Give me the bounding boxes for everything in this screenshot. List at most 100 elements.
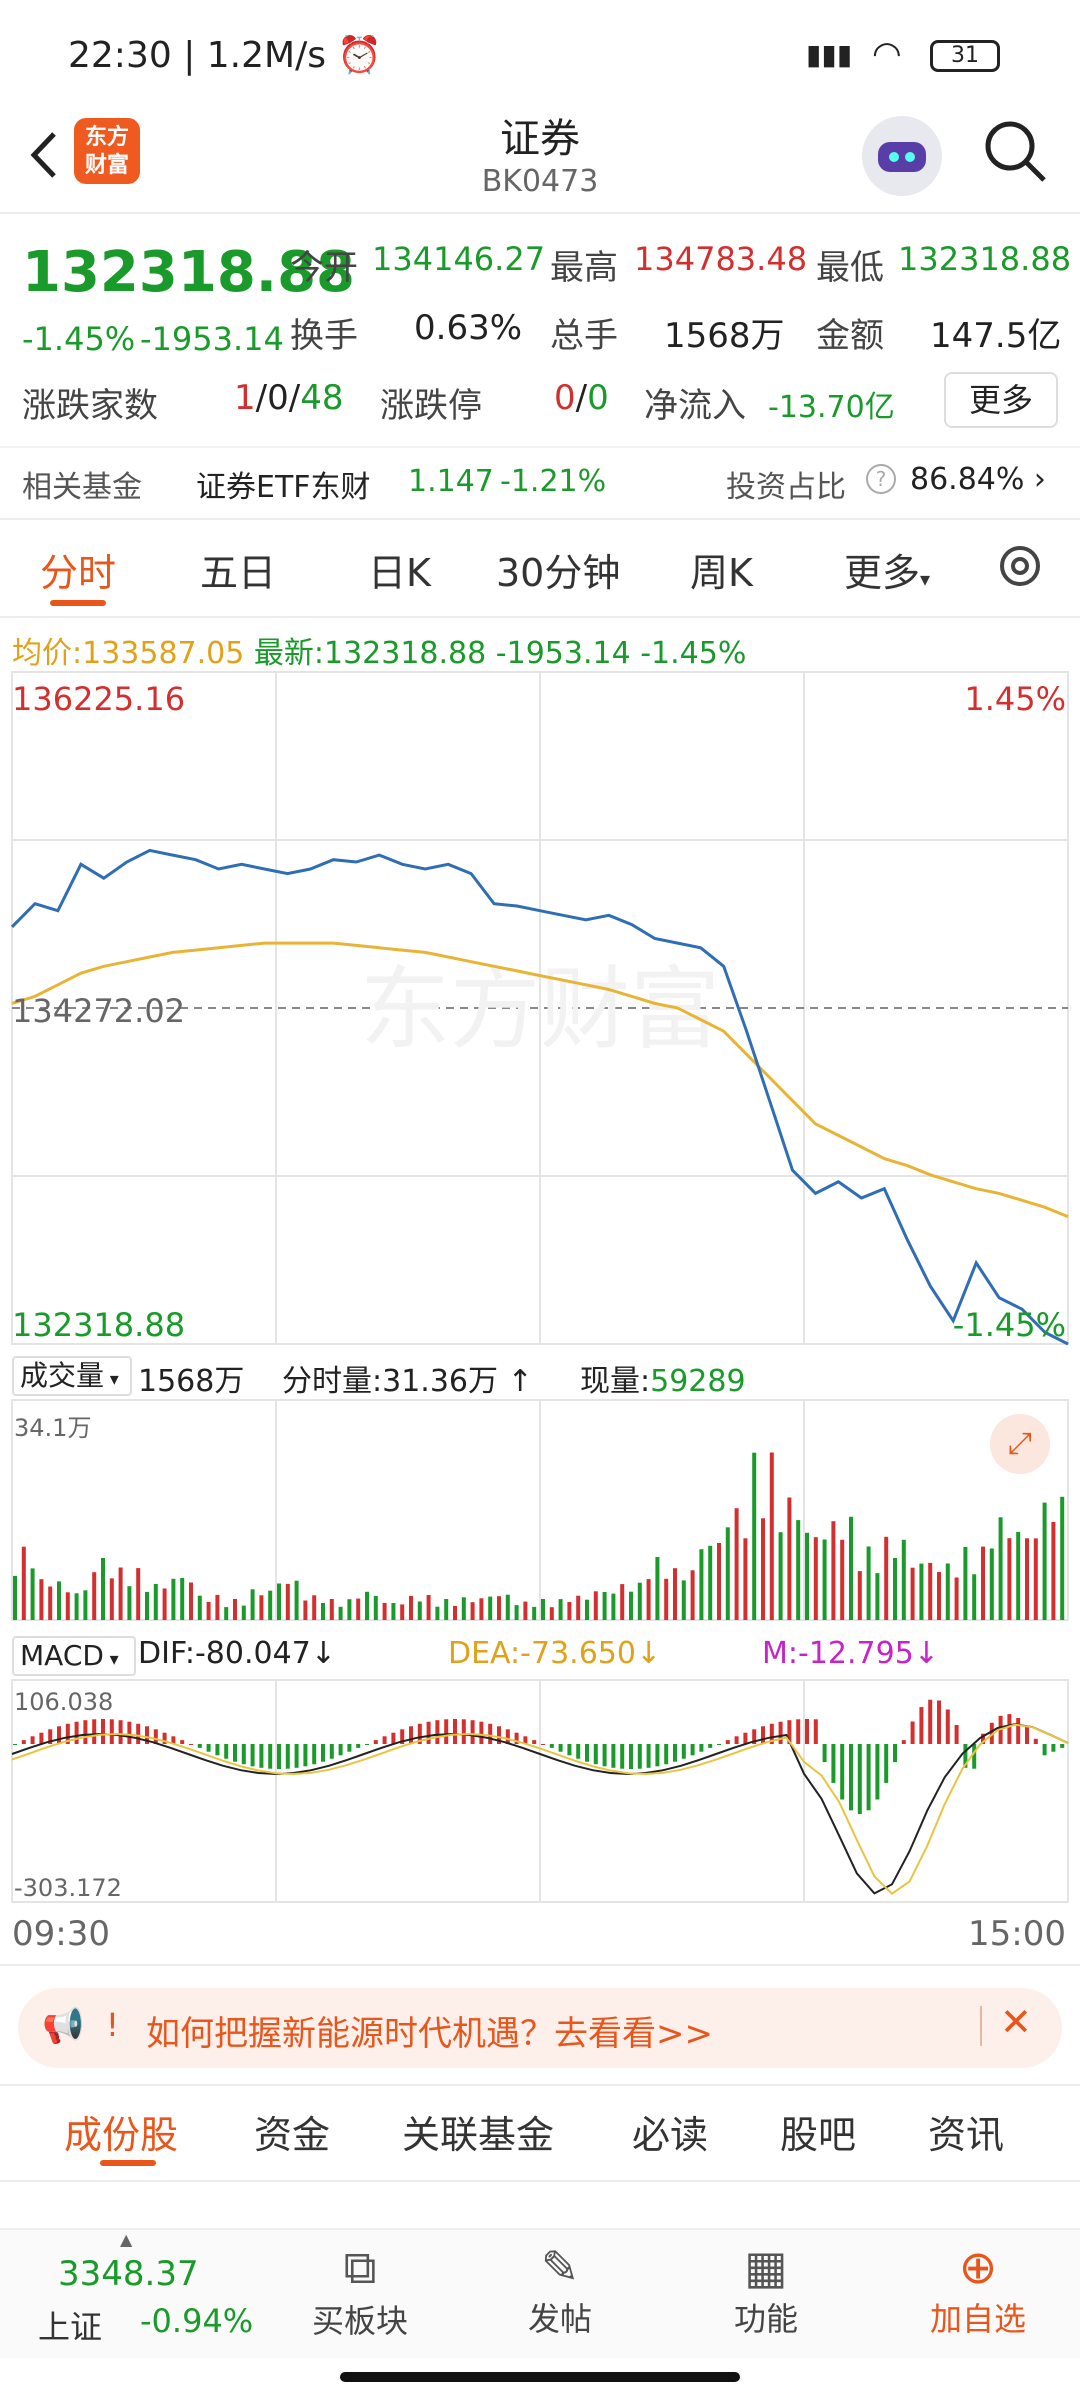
search-icon[interactable] [980, 116, 1050, 186]
macd-bar [189, 1744, 193, 1745]
nav-functions[interactable]: ▦ 功能 [706, 2240, 826, 2340]
macd-bar [752, 1729, 757, 1744]
chart-info-line: 均价:133587.05 最新:132318.88 -1953.14 -1.45… [12, 636, 747, 671]
macd-bar [875, 1744, 880, 1800]
tab-30min[interactable]: 30分钟 [496, 551, 621, 595]
macd-bar [541, 1744, 545, 1745]
volume-bar [549, 1607, 554, 1620]
tab-minute[interactable]: 分时 [40, 551, 117, 595]
volume-bar [39, 1579, 44, 1620]
macd-bar [567, 1744, 572, 1756]
add-circle-icon: ⊕ [958, 2240, 998, 2294]
dea-value: DEA:-73.650↓ [448, 1636, 662, 1671]
settings-icon[interactable] [994, 540, 1046, 592]
ad-banner[interactable]: 📢 ! 如何把握新能源时代机遇？去看看>> ✕ [18, 1988, 1062, 2068]
intraday-chart[interactable]: 东方财富 [0, 660, 1080, 1960]
macd-bar [576, 1744, 581, 1759]
volume-bar [294, 1580, 299, 1620]
ad-text[interactable]: 如何把握新能源时代机遇？去看看>> [146, 2014, 713, 2054]
tab-five-day[interactable]: 五日 [200, 551, 277, 595]
macd-bar [92, 1719, 97, 1744]
turnover-label: 换手 [290, 316, 358, 356]
volume-bar [699, 1549, 704, 1620]
volume-bar [312, 1595, 317, 1620]
macd-bar [136, 1723, 141, 1744]
dif-value: DIF:-80.047↓ [138, 1636, 336, 1671]
divider [0, 518, 1080, 520]
macd-bar [954, 1725, 959, 1744]
volume-bar [470, 1602, 475, 1620]
volume-bar [637, 1582, 642, 1620]
tab-constituents[interactable]: 成份股 [64, 2113, 179, 2157]
macd-bar [435, 1720, 440, 1744]
tab-more[interactable]: 更多▾ [844, 551, 931, 595]
price-line [10, 848, 1069, 1346]
ad-divider [980, 2006, 982, 2046]
fund-name[interactable]: 证券ETF东财 [196, 470, 371, 505]
volume-bar [461, 1597, 466, 1620]
current-price: 132318.88 [22, 240, 355, 305]
macd-bar [57, 1726, 61, 1744]
macd-bar [224, 1744, 229, 1759]
nav-add-watchlist[interactable]: ⊕ 加自选 [908, 2240, 1048, 2340]
more-button[interactable]: 更多 [944, 372, 1058, 428]
nav-buy-sector[interactable]: ⧉ 买板块 [300, 2240, 420, 2342]
volume-bar [1042, 1502, 1047, 1620]
nav-post[interactable]: ✎ 发帖 [500, 2240, 620, 2340]
volume-selector[interactable]: 成交量 ▾ [12, 1356, 132, 1396]
macd-bar [1042, 1744, 1047, 1756]
volume-bar [488, 1596, 493, 1620]
macd-bar [65, 1723, 70, 1744]
divider [0, 2084, 1080, 2086]
macd-bar [849, 1744, 853, 1811]
volume-bar [717, 1543, 721, 1620]
ratio-label: 投资占比 [726, 470, 846, 505]
tab-must-read[interactable]: 必读 [632, 2113, 709, 2157]
grid-icon: ▦ [744, 2240, 788, 2294]
macd-bar [585, 1744, 589, 1762]
status-time: 22:30 | 1.2M/s ⏰ [68, 35, 383, 76]
macd-selector[interactable]: MACD ▾ [12, 1636, 136, 1676]
assistant-avatar[interactable] [862, 116, 942, 196]
ratio-value[interactable]: 86.84% › [910, 462, 1046, 497]
macd-bar [417, 1723, 422, 1744]
tab-forum[interactable]: 股吧 [780, 2113, 857, 2157]
volume-bar [743, 1538, 748, 1620]
volume-bar [593, 1591, 598, 1620]
back-icon[interactable] [20, 120, 70, 190]
macd-bar [453, 1719, 457, 1744]
help-icon[interactable]: ? [866, 464, 896, 494]
tab-news[interactable]: 资讯 [928, 2113, 1005, 2157]
macd-bar [118, 1720, 123, 1744]
macd-bar [1051, 1744, 1056, 1752]
volume-bar [998, 1517, 1003, 1620]
tab-related-funds[interactable]: 关联基金 [402, 2113, 555, 2157]
volume-bars [13, 1452, 1065, 1620]
volume-bar [356, 1598, 361, 1620]
index-name: 上证 [38, 2308, 103, 2346]
index-pct: -0.94% [140, 2302, 254, 2340]
macd-bar [180, 1740, 185, 1744]
status-bar: 22:30 | 1.2M/s ⏰ ▮▮▮ ◠ 31 [0, 0, 1080, 110]
macd-bar [734, 1736, 739, 1744]
m-value: M:-12.795↓ [762, 1636, 939, 1671]
tab-weekly-k[interactable]: 周K [690, 551, 753, 595]
macd-bar [937, 1700, 941, 1744]
volume-bar [928, 1562, 933, 1620]
tab-daily-k[interactable]: 日K [368, 551, 431, 595]
volume-bar [673, 1568, 677, 1620]
volume-bar [708, 1545, 713, 1620]
tab-funds-flow[interactable]: 资金 [254, 2113, 331, 2157]
volume-bar [206, 1601, 211, 1620]
volume-bar [268, 1590, 273, 1620]
close-icon[interactable]: ✕ [1000, 2000, 1032, 2044]
expand-icon[interactable]: ⤢ [990, 1414, 1050, 1474]
macd-bar [312, 1744, 317, 1765]
macd-bar [673, 1744, 677, 1762]
updown-counts: 1/0/48 [234, 378, 344, 418]
index-ticker[interactable]: ▲ 3348.37 上证 -0.94% [8, 2230, 258, 2360]
high-value: 134783.48 [634, 240, 808, 278]
macd-bar [866, 1744, 871, 1811]
macd-bar [981, 1733, 985, 1744]
macd-bar [532, 1740, 537, 1744]
